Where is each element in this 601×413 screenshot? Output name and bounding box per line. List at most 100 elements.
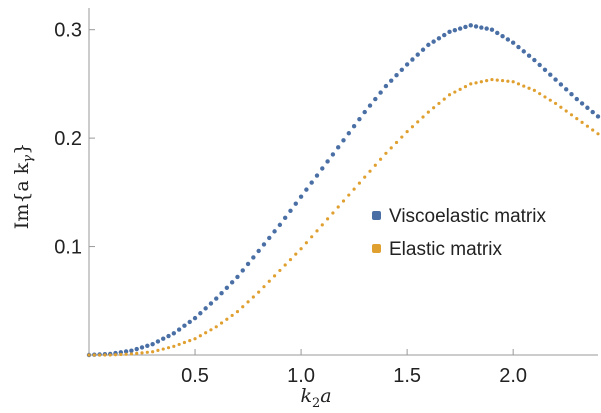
x-tick-label: 1.5 [393, 365, 421, 387]
data-point [485, 79, 489, 83]
data-point [352, 187, 356, 191]
data-point [261, 242, 267, 247]
y-tick-label: 0.3 [54, 20, 82, 42]
data-point [235, 274, 240, 280]
data-point [246, 300, 250, 304]
data-point [278, 268, 282, 273]
data-point [98, 353, 102, 357]
data-point [500, 33, 505, 39]
data-point [394, 140, 399, 145]
data-point [516, 44, 521, 50]
data-point [553, 101, 558, 106]
data-point [251, 255, 256, 260]
data-point [437, 101, 441, 106]
legend: Viscoelastic matrix Elastic matrix [372, 206, 546, 260]
data-point [277, 222, 283, 228]
data-point [283, 263, 287, 267]
data-point [564, 109, 568, 113]
data-point [209, 328, 213, 332]
data-point [447, 93, 452, 97]
data-point [330, 152, 336, 157]
data-point [320, 166, 325, 171]
y-tick-label: 0.1 [54, 237, 82, 259]
data-point [479, 25, 484, 30]
data-point [400, 135, 404, 139]
data-point [516, 82, 521, 86]
data-point [368, 169, 372, 173]
data-point [188, 339, 192, 343]
data-point [245, 261, 251, 267]
data-point [139, 345, 145, 350]
data-point [383, 83, 389, 89]
data-point [442, 97, 446, 101]
data-point [431, 39, 436, 44]
data-point [532, 57, 537, 63]
data-point [569, 92, 574, 97]
data-point [404, 62, 410, 67]
data-point [591, 128, 595, 132]
data-point [119, 352, 123, 357]
data-point [410, 125, 415, 129]
x-label-main: k [300, 385, 312, 407]
data-point [145, 343, 150, 348]
x-label-sub: 2 [312, 396, 320, 411]
data-point [182, 323, 187, 328]
data-point [416, 120, 420, 124]
data-point [288, 257, 293, 262]
y-label-text: Im{a k [11, 162, 33, 229]
data-point [538, 92, 542, 96]
data-point [526, 53, 532, 58]
y-axis-label: Im{a kγ} [11, 143, 36, 229]
data-point [299, 247, 303, 251]
y-tick-label: 0.2 [54, 128, 82, 150]
data-point [426, 110, 430, 114]
x-tick-label: 0.5 [181, 365, 209, 387]
data-point [325, 217, 330, 221]
data-point [569, 113, 574, 117]
data-point [267, 235, 272, 241]
data-point [559, 105, 563, 109]
data-point [506, 79, 510, 83]
data-point [251, 295, 255, 299]
data-point [362, 109, 367, 115]
data-point [537, 62, 542, 68]
data-point [543, 95, 547, 99]
data-point [161, 336, 166, 341]
data-point [357, 116, 362, 122]
data-point [410, 57, 415, 62]
data-point [314, 173, 320, 178]
data-point [304, 187, 309, 192]
data-point [585, 124, 590, 128]
data-point [432, 106, 436, 110]
data-point [373, 96, 378, 102]
data-point [219, 290, 224, 296]
data-point [357, 181, 362, 185]
data-point [511, 80, 515, 84]
data-point [351, 124, 357, 129]
data-point [298, 194, 304, 199]
data-point [421, 115, 425, 119]
data-point [240, 268, 245, 273]
data-point [505, 37, 511, 42]
data-point [474, 81, 478, 85]
data-point [484, 26, 489, 31]
data-point [193, 337, 197, 341]
data-point [574, 96, 579, 102]
data-point [405, 130, 409, 134]
data-point [92, 353, 96, 357]
data-point [161, 347, 165, 351]
data-point [336, 145, 341, 150]
data-point [341, 138, 346, 143]
data-point [192, 315, 198, 321]
data-point [548, 72, 553, 77]
data-point [563, 87, 569, 92]
data-point [548, 98, 552, 102]
legend-swatch [372, 211, 381, 220]
data-point [346, 131, 351, 136]
data-point [379, 157, 383, 161]
data-point [282, 215, 288, 221]
data-point [229, 280, 235, 285]
data-point [225, 317, 229, 321]
data-point [595, 114, 601, 119]
